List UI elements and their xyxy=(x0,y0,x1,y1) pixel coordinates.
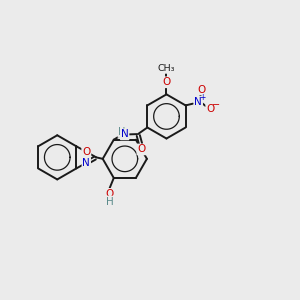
Text: −: − xyxy=(212,100,220,110)
Text: H: H xyxy=(118,127,126,137)
Text: H: H xyxy=(106,196,114,206)
Text: O: O xyxy=(197,85,205,94)
Text: O: O xyxy=(106,189,114,199)
Text: +: + xyxy=(200,93,206,102)
Text: N: N xyxy=(82,158,90,168)
Text: O: O xyxy=(206,104,214,114)
Text: CH₃: CH₃ xyxy=(158,64,175,73)
Text: N: N xyxy=(194,97,202,107)
Text: O: O xyxy=(82,147,90,157)
Text: O: O xyxy=(162,77,171,87)
Text: N: N xyxy=(121,129,128,140)
Text: O: O xyxy=(137,144,146,154)
